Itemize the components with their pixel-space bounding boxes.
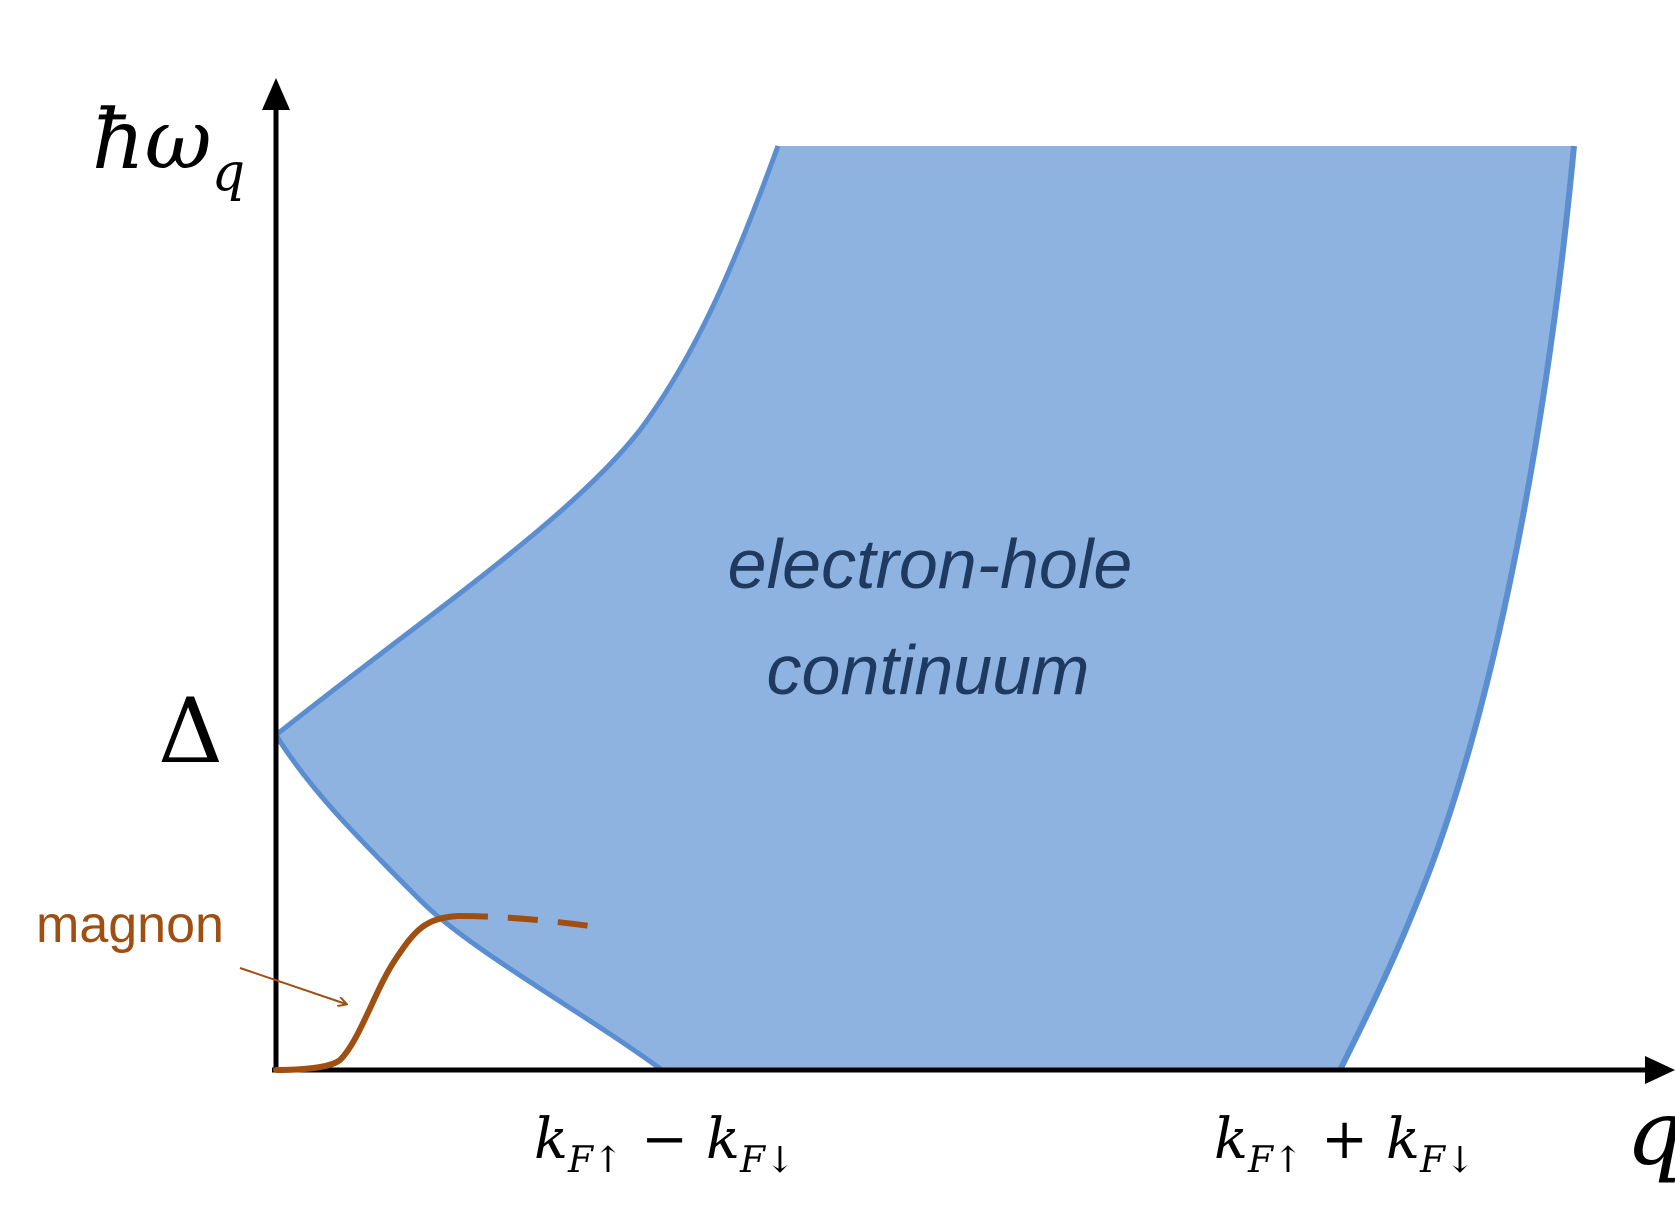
continuum-label-line2: continuum [767, 631, 1090, 709]
y-axis-arrowhead [262, 78, 290, 110]
x-axis-arrowhead [1645, 1056, 1675, 1084]
tick-k-minus-sub2: F↓ [739, 1140, 795, 1181]
tick-k-plus-sub2: F↓ [1419, 1140, 1475, 1181]
continuum-region [276, 146, 1574, 1070]
x-axis-label: q [1626, 1081, 1675, 1186]
continuum-lower-left-edge [273, 733, 664, 1073]
y-axis-label-main: ħω [92, 93, 212, 188]
tick-k-minus-operator: − [641, 1107, 688, 1172]
tick-k-minus-k2: k [706, 1107, 740, 1172]
continuum-label-line1: electron-hole [728, 525, 1133, 603]
tick-k-plus-operator: + [1321, 1107, 1368, 1172]
magnon-curve [273, 913, 461, 1073]
tick-k-plus-k2: k [1386, 1107, 1420, 1172]
tick-label-k-plus: kF↑ + kF↓ [1214, 1107, 1475, 1181]
delta-label: Δ [158, 679, 223, 784]
tick-k-minus-k1: k [534, 1107, 568, 1172]
magnon-pointer-arrow [239, 967, 346, 1004]
magnon-label: magnon [36, 896, 224, 954]
tick-k-plus-sub1: F↑ [1247, 1140, 1303, 1181]
y-axis-label-subscript: q [212, 143, 245, 203]
continuum-right-edge [1337, 145, 1577, 1072]
continuum-upper-left-edge [274, 145, 781, 737]
y-axis-label: ħωq [92, 93, 245, 203]
tick-k-plus-k1: k [1214, 1107, 1248, 1172]
magnon-curve-dashed [457, 913, 591, 929]
tick-label-k-minus: kF↑ − kF↓ [534, 1107, 795, 1181]
tick-k-minus-sub1: F↑ [567, 1140, 623, 1181]
